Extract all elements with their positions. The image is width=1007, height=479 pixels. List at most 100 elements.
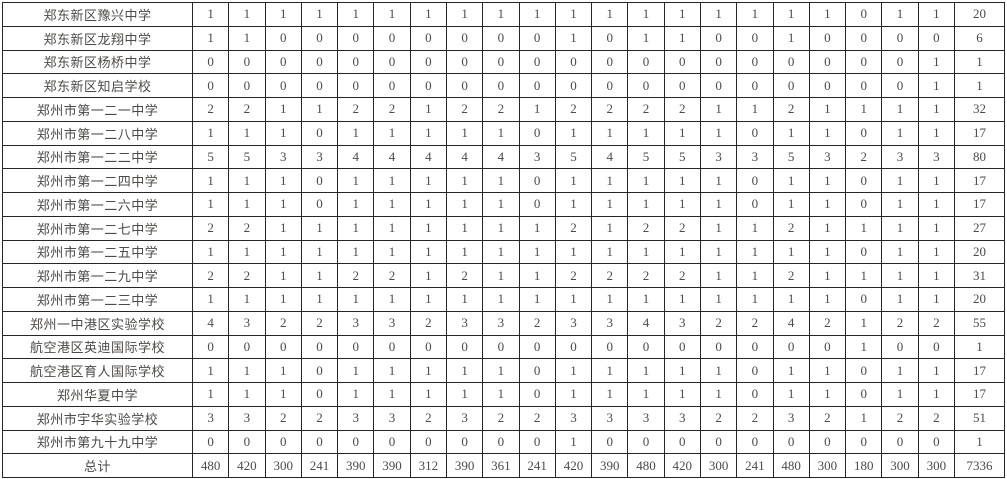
value-cell: 1 bbox=[554, 120, 593, 146]
value-cell: 0 bbox=[482, 25, 520, 51]
value-cell: 1 bbox=[191, 25, 230, 51]
value-cell: 0 bbox=[445, 334, 484, 360]
value-cell: 1 bbox=[482, 358, 520, 383]
value-cell: 4 bbox=[191, 310, 230, 336]
value-cell: 3 bbox=[228, 405, 266, 431]
value-cell: 1 bbox=[191, 239, 230, 265]
value-cell: 1 bbox=[808, 382, 847, 407]
value-cell: 2 bbox=[191, 97, 230, 122]
value-cell: 0 bbox=[917, 429, 956, 455]
value-cell: 0 bbox=[699, 429, 738, 455]
value-cell: 2 bbox=[373, 97, 411, 122]
value-cell: 3 bbox=[518, 144, 556, 170]
school-name-cell: 郑州市第一二七中学 bbox=[2, 215, 193, 241]
value-cell: 1 bbox=[482, 287, 520, 312]
value-cell: 1 bbox=[409, 120, 447, 146]
value-cell: 0 bbox=[228, 429, 266, 455]
value-cell: 5 bbox=[772, 144, 810, 170]
row-total-cell: 1 bbox=[954, 73, 1005, 98]
row-total-cell: 1 bbox=[954, 49, 1005, 75]
column-total-cell: 390 bbox=[445, 453, 484, 478]
value-cell: 0 bbox=[845, 192, 883, 217]
value-cell: 3 bbox=[663, 405, 701, 431]
value-cell: 1 bbox=[482, 263, 520, 288]
value-cell: 1 bbox=[627, 382, 665, 407]
value-cell: 0 bbox=[736, 25, 774, 51]
row-total-cell: 80 bbox=[954, 144, 1005, 170]
value-cell: 1 bbox=[554, 192, 593, 217]
school-name-cell: 郑州市第一二四中学 bbox=[2, 168, 193, 193]
value-cell: 0 bbox=[300, 358, 339, 383]
value-cell: 0 bbox=[373, 49, 411, 75]
value-cell: 1 bbox=[627, 239, 665, 265]
grand-total-cell: 7336 bbox=[954, 453, 1005, 478]
value-cell: 0 bbox=[300, 334, 339, 360]
value-cell: 1 bbox=[591, 358, 629, 383]
value-cell: 1 bbox=[445, 239, 484, 265]
value-cell: 1 bbox=[482, 120, 520, 146]
value-cell: 1 bbox=[264, 120, 302, 146]
value-cell: 1 bbox=[917, 192, 956, 217]
table-row: 郑州华夏中学 1 1 1 0 1 1 1 1 1 0 1 1 1 1 1 0 1 1 0 1 1 17 bbox=[2, 382, 1005, 407]
value-cell: 1 bbox=[736, 2, 774, 27]
value-cell: 3 bbox=[445, 310, 484, 336]
value-cell: 0 bbox=[518, 120, 556, 146]
table-row: 郑州市第一二七中学 2 2 1 1 1 1 1 1 1 1 2 1 2 2 1 1 2 1 1 1 1 27 bbox=[2, 215, 1005, 241]
value-cell: 1 bbox=[808, 358, 847, 383]
value-cell: 1 bbox=[808, 168, 847, 193]
value-cell: 1 bbox=[591, 192, 629, 217]
value-cell: 1 bbox=[881, 239, 919, 265]
table-row: 郑州市第九十九中学 0 0 0 0 0 0 0 0 0 0 1 0 0 0 0 0 0 0 0 0 0 1 bbox=[2, 429, 1005, 455]
value-cell: 1 bbox=[300, 287, 339, 312]
value-cell: 1 bbox=[554, 358, 593, 383]
value-cell: 1 bbox=[191, 358, 230, 383]
value-cell: 1 bbox=[736, 287, 774, 312]
value-cell: 2 bbox=[300, 310, 339, 336]
school-name-cell: 郑州华夏中学 bbox=[2, 382, 193, 407]
value-cell: 1 bbox=[591, 382, 629, 407]
table-row: 郑东新区龙翔中学 1 1 0 0 0 0 0 0 0 0 1 0 1 1 0 0 1 0 0 0 0 6 bbox=[2, 25, 1005, 51]
row-total-cell: 55 bbox=[954, 310, 1005, 336]
value-cell: 2 bbox=[845, 144, 883, 170]
value-cell: 3 bbox=[264, 144, 302, 170]
value-cell: 0 bbox=[300, 73, 339, 98]
school-name-cell: 郑东新区豫兴中学 bbox=[2, 2, 193, 27]
value-cell: 1 bbox=[845, 310, 883, 336]
value-cell: 0 bbox=[518, 358, 556, 383]
value-cell: 0 bbox=[518, 168, 556, 193]
value-cell: 3 bbox=[337, 310, 375, 336]
value-cell: 0 bbox=[518, 192, 556, 217]
value-cell: 1 bbox=[373, 287, 411, 312]
value-cell: 2 bbox=[554, 263, 593, 288]
value-cell: 1 bbox=[228, 239, 266, 265]
value-cell: 1 bbox=[191, 2, 230, 27]
value-cell: 2 bbox=[228, 215, 266, 241]
value-cell: 1 bbox=[373, 215, 411, 241]
value-cell: 4 bbox=[627, 310, 665, 336]
value-cell: 0 bbox=[518, 429, 556, 455]
value-cell: 2 bbox=[663, 263, 701, 288]
value-cell: 0 bbox=[300, 120, 339, 146]
value-cell: 1 bbox=[300, 263, 339, 288]
column-total-cell: 480 bbox=[191, 453, 230, 478]
value-cell: 0 bbox=[736, 358, 774, 383]
value-cell: 1 bbox=[409, 287, 447, 312]
value-cell: 0 bbox=[736, 73, 774, 98]
school-name-cell: 郑州市第一二三中学 bbox=[2, 287, 193, 312]
row-total-cell: 20 bbox=[954, 2, 1005, 27]
value-cell: 0 bbox=[808, 73, 847, 98]
value-cell: 1 bbox=[881, 263, 919, 288]
value-cell: 1 bbox=[663, 287, 701, 312]
value-cell: 1 bbox=[772, 168, 810, 193]
value-cell: 1 bbox=[663, 358, 701, 383]
value-cell: 2 bbox=[591, 263, 629, 288]
column-total-cell: 480 bbox=[772, 453, 810, 478]
school-name-cell: 航空港区英迪国际学校 bbox=[2, 334, 193, 360]
value-cell: 3 bbox=[591, 405, 629, 431]
value-cell: 1 bbox=[845, 405, 883, 431]
value-cell: 1 bbox=[591, 287, 629, 312]
value-cell: 3 bbox=[482, 310, 520, 336]
value-cell: 1 bbox=[845, 97, 883, 122]
value-cell: 1 bbox=[264, 287, 302, 312]
